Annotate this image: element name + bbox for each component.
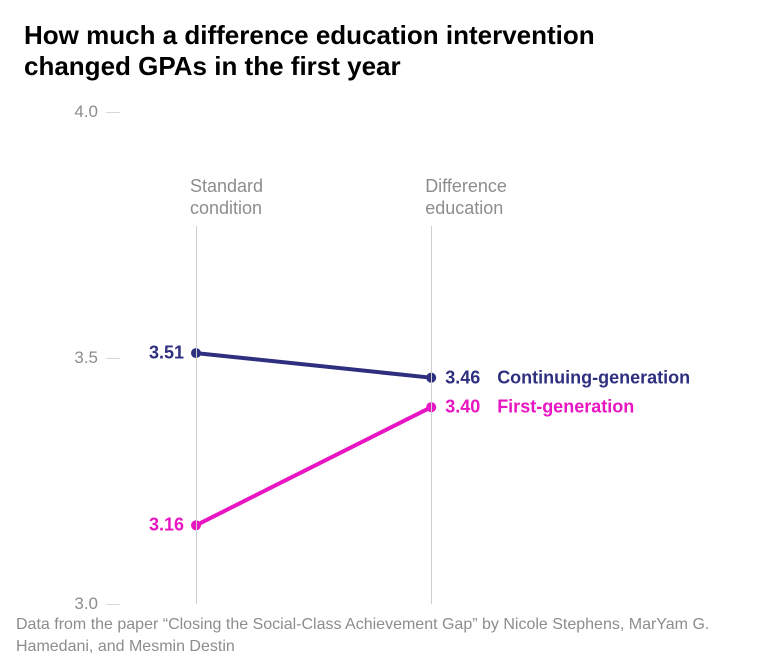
series-name-continuing: Continuing-generation — [497, 367, 690, 388]
category-vline — [196, 226, 197, 604]
ytick-line — [106, 358, 120, 359]
ytick-line — [106, 112, 120, 113]
series-line-continuing — [196, 353, 431, 378]
series-line-firstgen — [196, 407, 431, 525]
category-label: Differenceeducation — [425, 176, 575, 219]
value-label-continuing-0: 3.51 — [149, 343, 184, 364]
chart-area: 3.03.54.0StandardconditionDifferenceeduc… — [112, 112, 448, 604]
series-name-firstgen: First-generation — [497, 397, 634, 418]
figure: How much a difference education interven… — [0, 0, 762, 661]
ytick-label: 4.0 — [74, 102, 98, 122]
value-label-firstgen-1: 3.40 — [445, 397, 480, 418]
ytick-line — [106, 604, 120, 605]
value-label-firstgen-0: 3.16 — [149, 515, 184, 536]
value-label-continuing-1: 3.46 — [445, 367, 480, 388]
source-footer: Data from the paper “Closing the Social-… — [16, 614, 736, 657]
ytick-label: 3.0 — [74, 594, 98, 614]
category-vline — [431, 226, 432, 604]
ytick-label: 3.5 — [74, 348, 98, 368]
category-label: Standardcondition — [190, 176, 340, 219]
figure-title: How much a difference education interven… — [24, 20, 704, 82]
